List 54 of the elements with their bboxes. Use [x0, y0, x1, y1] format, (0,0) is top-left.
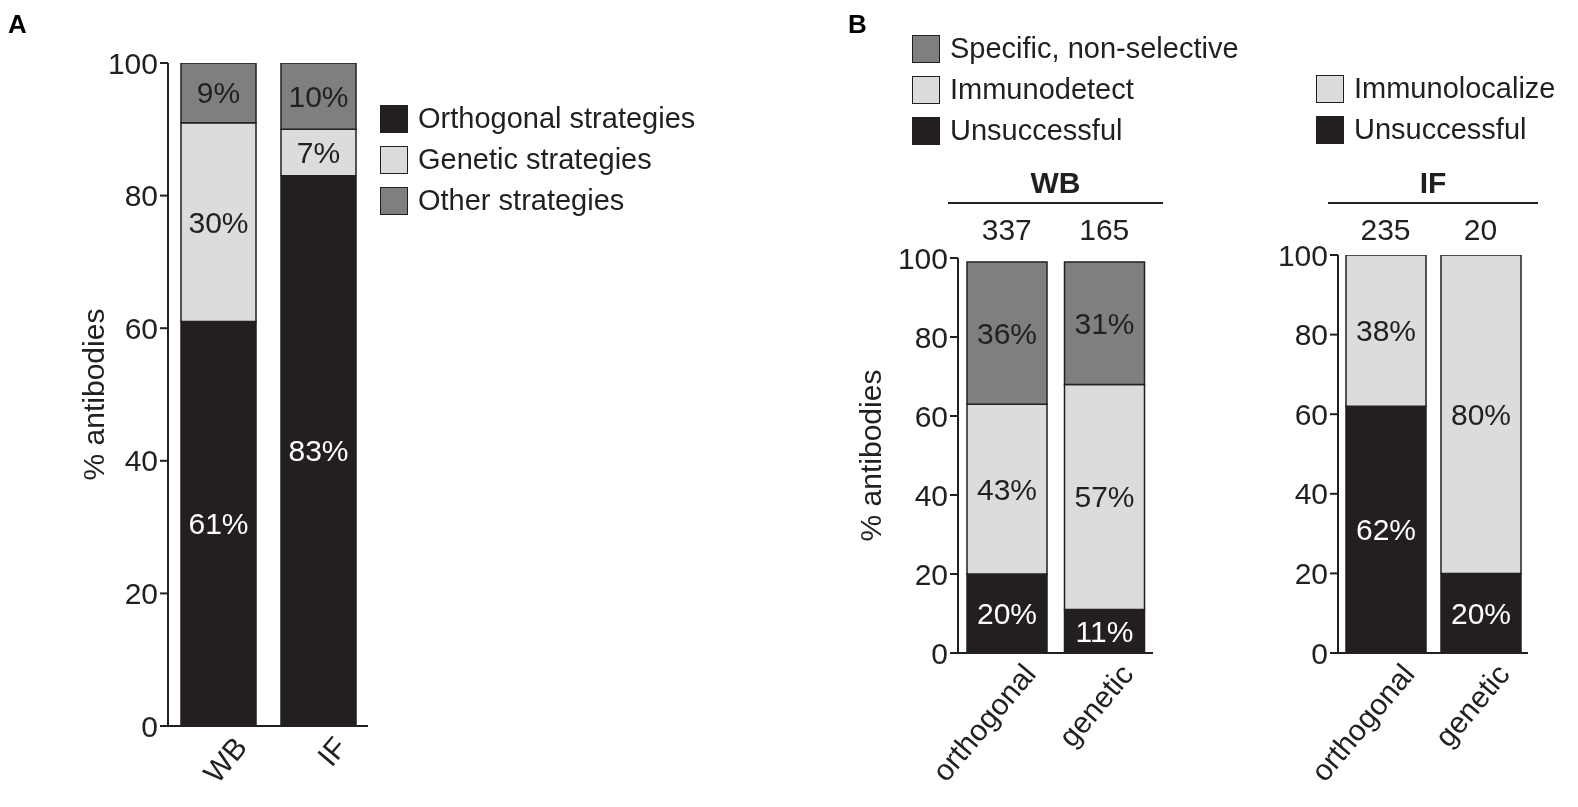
x-tick-label: IF [310, 730, 354, 773]
data-label: 57% [1074, 480, 1135, 514]
y-tick-label: 100 [1277, 238, 1328, 272]
chart-title: WB [948, 166, 1163, 204]
data-label: 38% [1355, 314, 1417, 348]
y-tick-label: 60 [124, 311, 158, 345]
legend-label: Genetic strategies [418, 143, 652, 176]
y-tick-label: 20 [124, 577, 158, 611]
data-label: 83% [288, 434, 349, 468]
y-tick-label: 20 [1294, 557, 1328, 591]
legend-label: Unsuccessful [950, 114, 1123, 147]
y-tick-label: 0 [141, 709, 158, 743]
legend-label: Unsuccessful [1354, 113, 1527, 146]
y-tick-label: 40 [914, 478, 948, 512]
data-label: 80% [1450, 397, 1512, 431]
data-label: 61% [188, 507, 249, 541]
data-label: 20% [976, 597, 1038, 630]
y-tick-label: 0 [1311, 636, 1328, 670]
y-axis-title: % antibodies [853, 369, 887, 542]
legend-label: Orthogonal strategies [418, 102, 696, 135]
data-label: 7% [296, 136, 341, 170]
y-tick-label: 40 [124, 444, 158, 478]
y-tick-label: 100 [897, 241, 948, 275]
data-label: 20% [1450, 596, 1512, 630]
data-label: 30% [188, 205, 249, 239]
legend-label: Specific, non-selective [950, 32, 1239, 65]
data-label: 62% [1355, 513, 1417, 547]
legend-label: Other strategies [418, 184, 625, 217]
data-label: 36% [976, 316, 1038, 350]
y-tick-label: 60 [914, 399, 948, 433]
text: 20 [1462, 213, 1499, 247]
y-tick-label: 80 [124, 179, 158, 213]
y-axis-title: % antibodies [76, 308, 110, 481]
data-label: 11% [1075, 614, 1134, 648]
data-label: 10% [288, 79, 349, 113]
text: 235 [1359, 213, 1412, 247]
text: B [848, 8, 867, 40]
y-tick-label: 40 [1294, 477, 1328, 511]
y-tick-label: 80 [1294, 318, 1328, 352]
legend-label: Immunodetect [950, 73, 1134, 106]
y-tick-label: 20 [914, 557, 948, 591]
text: A [8, 8, 27, 40]
y-tick-label: 0 [931, 636, 948, 670]
data-label: 31% [1074, 306, 1135, 340]
x-tick-label: WB [196, 730, 254, 789]
legend-label: Immunolocalize [1354, 72, 1556, 105]
y-tick-label: 80 [914, 320, 948, 354]
y-tick-label: 100 [107, 46, 158, 80]
data-label: 9% [196, 76, 241, 110]
text: 165 [1078, 213, 1131, 247]
chart-title: IF [1328, 166, 1538, 204]
data-label: 43% [976, 472, 1038, 506]
text: 337 [980, 213, 1033, 247]
y-tick-label: 60 [1294, 397, 1328, 431]
